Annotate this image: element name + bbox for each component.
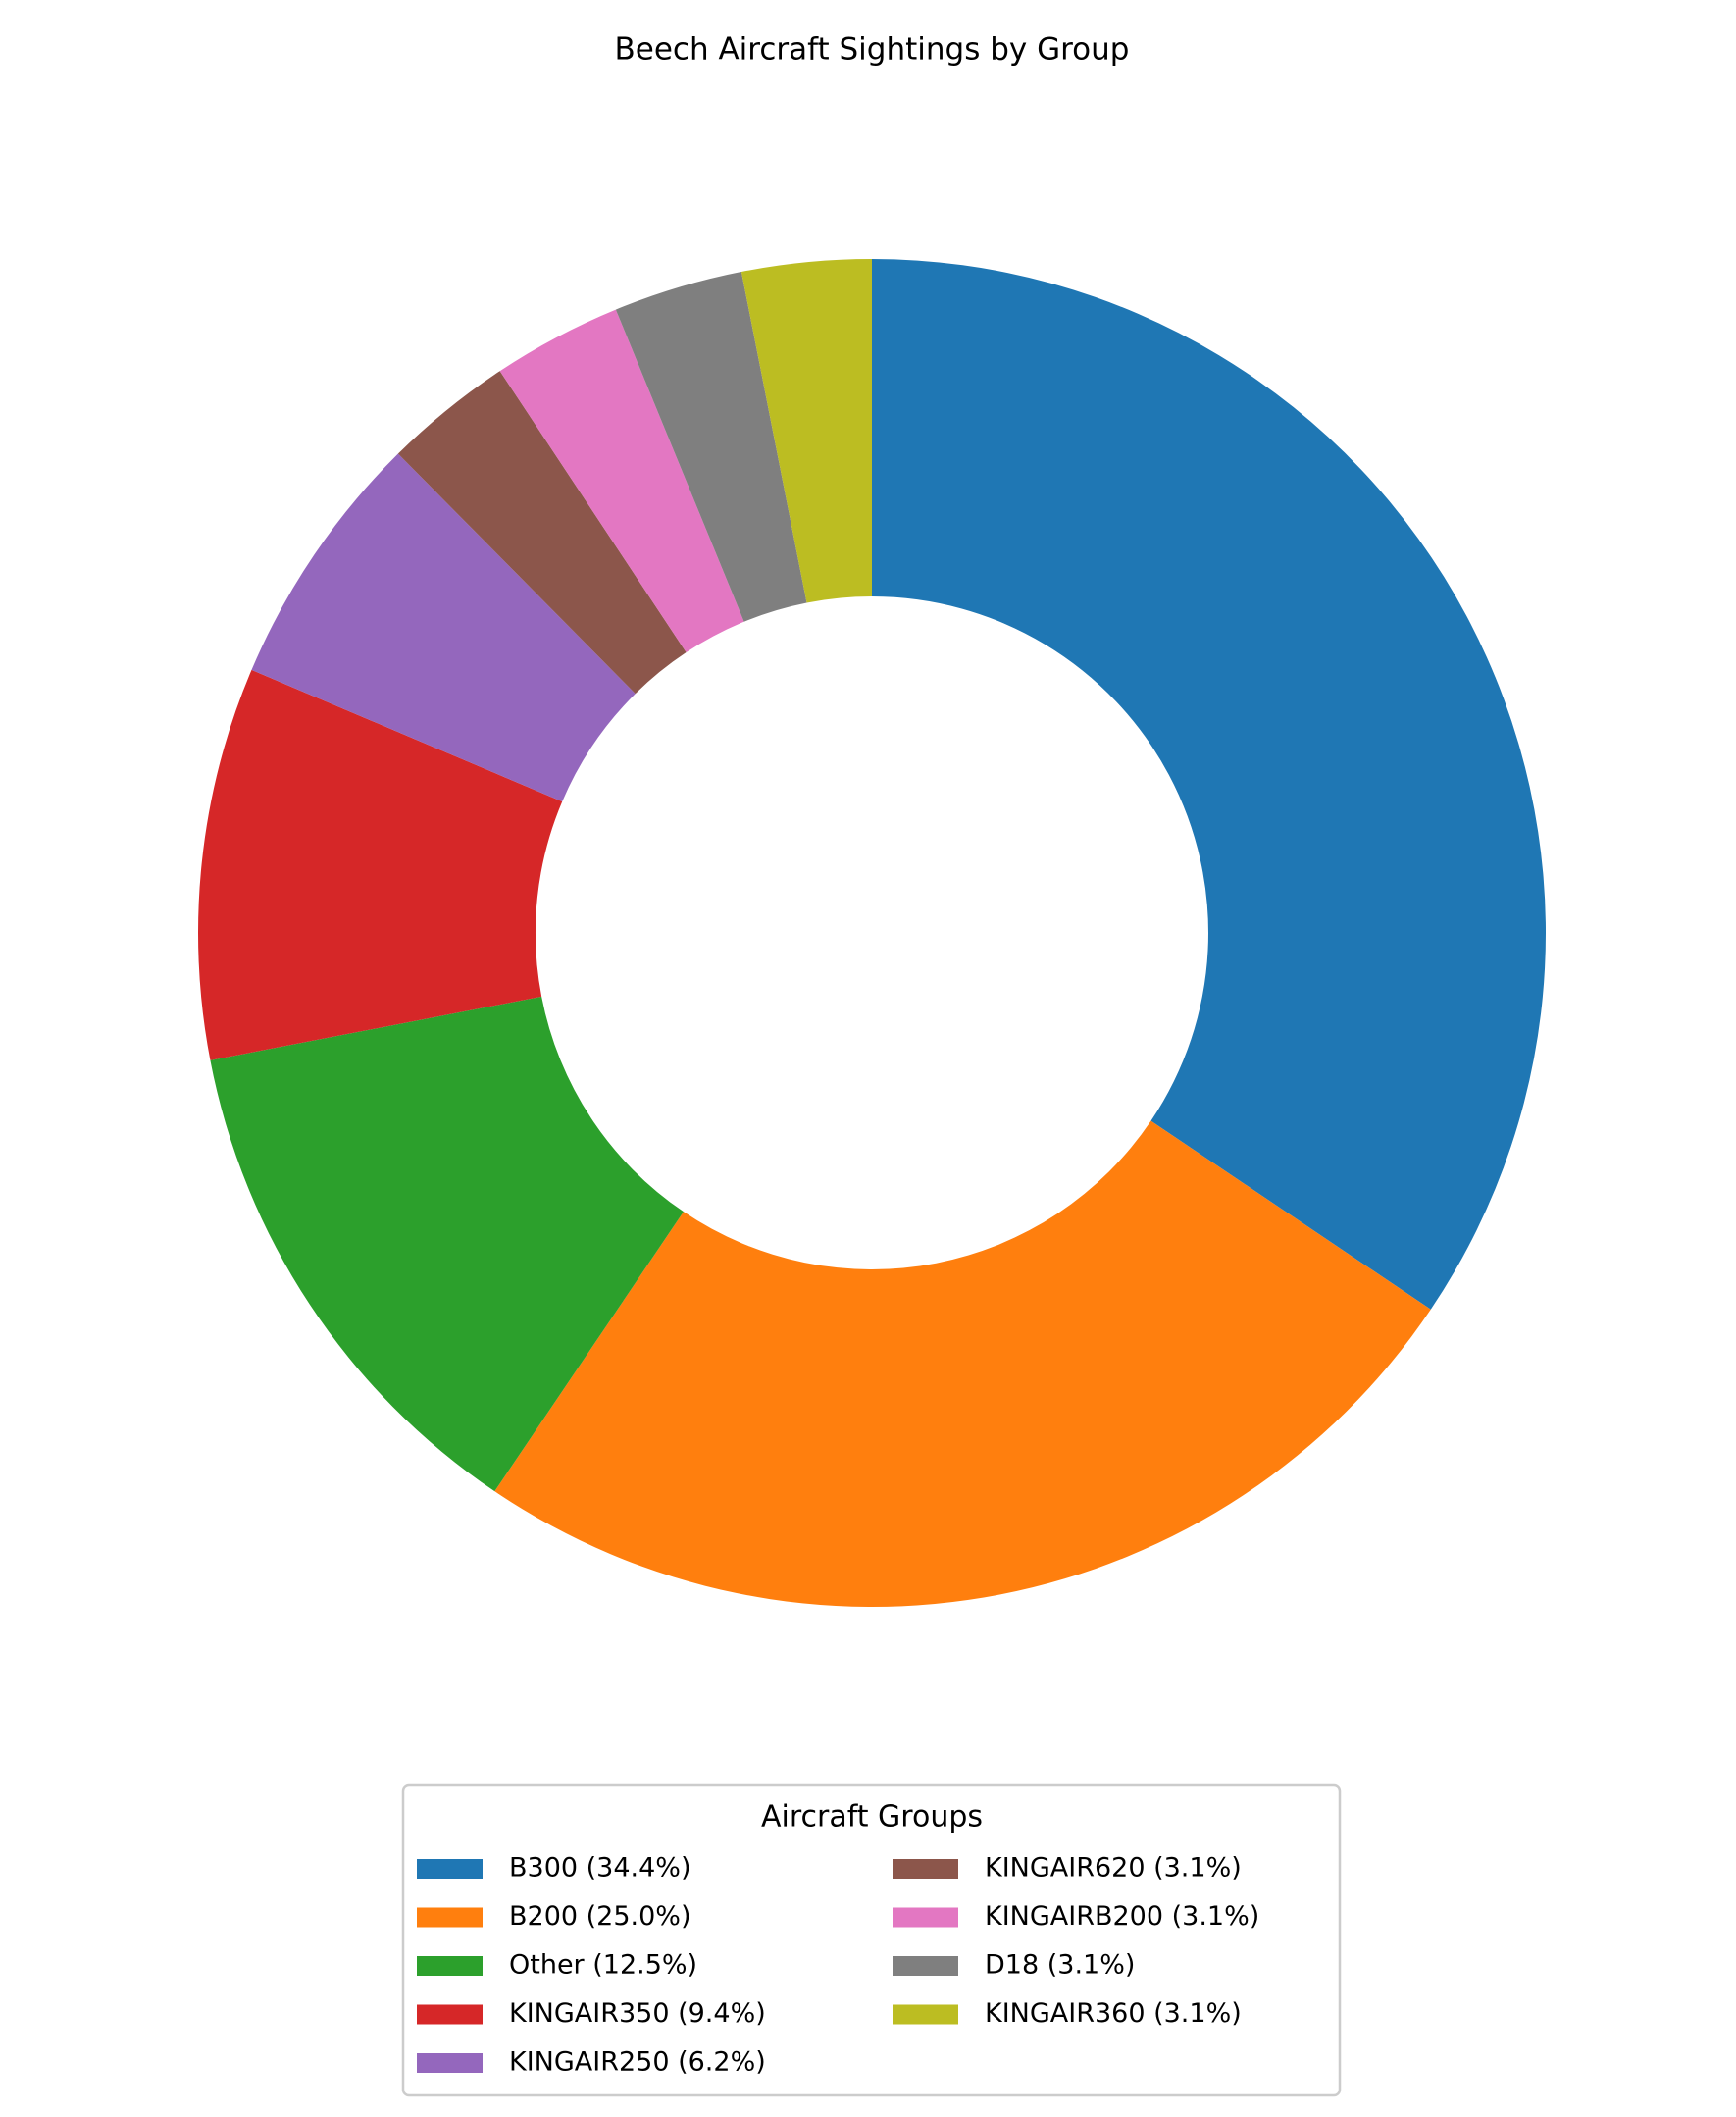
legend-swatch (417, 1859, 483, 1879)
donut-slice (499, 309, 744, 653)
legend-label: KINGAIRB200 (3.1%) (985, 1901, 1259, 1932)
legend-title: Aircraft Groups (761, 1800, 983, 1834)
donut-slice (740, 259, 872, 603)
legend-label: Other (12.5%) (509, 1950, 697, 1981)
legend-swatch (893, 2004, 958, 2025)
legend-label: KINGAIR250 (6.2%) (509, 2047, 766, 2078)
legend-label: KINGAIR350 (9.4%) (509, 1998, 766, 2029)
legend-box (401, 1783, 1342, 2097)
donut-slice (872, 259, 1546, 1310)
donut-slice (210, 996, 684, 1492)
donut-slice (615, 272, 807, 622)
legend-swatch (893, 1956, 958, 1976)
legend-label: KINGAIR360 (3.1%) (985, 1998, 1242, 2029)
donut-slice (494, 1120, 1431, 1608)
legend-swatch (417, 1907, 483, 1928)
legend-swatch (417, 2053, 483, 2073)
legend-label: D18 (3.1%) (985, 1950, 1135, 1981)
legend-label: KINGAIR620 (3.1%) (985, 1853, 1242, 1884)
legend-swatch (893, 1907, 958, 1928)
donut-slice (397, 371, 687, 695)
chart-title: Beech Aircraft Sightings by Group (615, 32, 1130, 68)
legend-swatch (417, 1956, 483, 1976)
legend-label: B200 (25.0%) (509, 1901, 690, 1932)
legend-swatch (417, 2004, 483, 2025)
donut-slice (251, 453, 636, 802)
legend-label: B300 (34.4%) (509, 1853, 690, 1884)
donut-slice (197, 669, 563, 1060)
legend-swatch (893, 1859, 958, 1879)
